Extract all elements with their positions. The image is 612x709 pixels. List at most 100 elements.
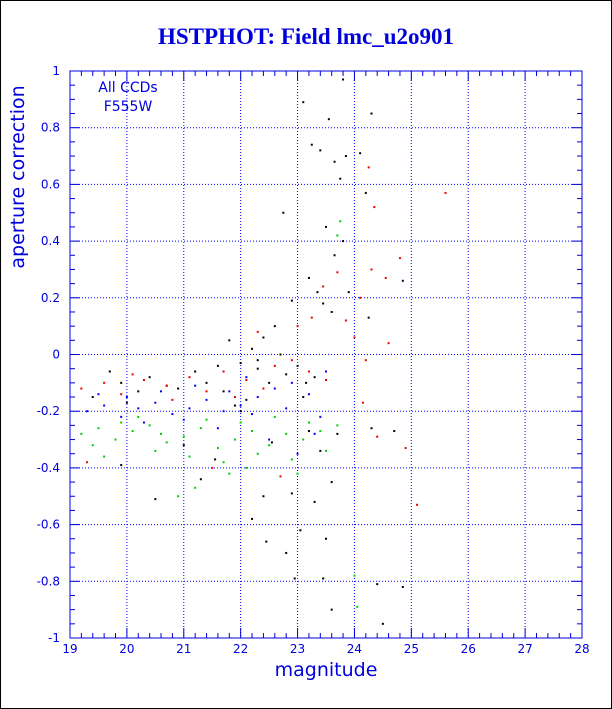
data-point [160,432,163,435]
data-point [228,339,231,342]
data-point [313,432,316,435]
data-point [120,421,123,424]
data-point [148,424,151,427]
x-tick-label: 23 [290,642,305,656]
data-point [387,342,390,345]
data-point [182,444,185,447]
annotation-filter: F555W [104,99,153,115]
data-point [268,444,271,447]
data-point [367,166,370,169]
data-point [367,316,370,319]
data-point [86,461,89,464]
chart-title: HSTPHOT: Field lmc_u2o901 [157,24,455,49]
data-point [265,540,268,543]
data-point [165,384,168,387]
data-point [137,390,140,393]
data-point [296,325,299,328]
data-point [171,413,174,416]
data-point [171,398,174,401]
data-point [327,118,330,121]
data-point [103,455,106,458]
y-tick-label: 0.4 [41,234,60,248]
data-point [245,466,248,469]
data-point [353,336,356,339]
data-point [120,381,123,384]
data-point [296,364,299,367]
data-point [233,438,236,441]
data-point [336,424,339,427]
data-point [319,449,322,452]
data-points [80,78,447,625]
data-point [404,447,407,450]
data-point [188,455,191,458]
data-point [245,376,248,379]
data-point [239,410,242,413]
y-axis-label: aperture correction [7,85,29,268]
data-point [290,492,293,495]
data-point [279,475,282,478]
data-point [359,152,362,155]
data-point [416,503,419,506]
data-point [333,254,336,257]
data-point [228,472,231,475]
data-point [370,112,373,115]
data-point [97,427,100,430]
data-point [188,407,191,410]
y-tick-label: 0 [52,348,60,362]
data-point [342,240,345,243]
x-tick-label: 19 [62,642,77,656]
data-point [290,381,293,384]
data-point [290,359,293,362]
data-point [322,577,325,580]
y-tick-label: 0.6 [41,177,60,191]
data-point [177,387,180,390]
x-tick-label: 22 [233,642,248,656]
data-point [262,495,265,498]
data-point [256,396,259,399]
data-point [233,404,236,407]
data-point [256,367,259,370]
data-point [91,396,94,399]
data-point [205,418,208,421]
data-point [364,191,367,194]
data-point [325,537,327,540]
data-point [120,464,123,467]
x-axis-label: magnitude [275,659,378,681]
data-point [344,319,347,322]
data-point [319,430,322,433]
data-point [148,376,151,379]
data-point [401,585,404,588]
data-point [177,495,180,498]
y-tick-label: -0.4 [37,461,60,475]
data-point [199,427,202,430]
data-point [307,393,310,396]
data-point [307,421,310,424]
axis-labels: 19 20 21 22 23 24 25 26 27 28 -1 -0.8 -0.6 -0.4 -0.2 0 0… [37,64,590,656]
data-point [296,452,299,455]
data-point [299,529,302,532]
data-point [268,438,271,441]
data-point [154,401,157,404]
data-point [282,211,285,214]
data-point [182,435,185,438]
data-point [251,413,254,416]
data-point [103,404,106,407]
data-point [137,407,140,410]
data-point [398,257,401,260]
data-point [270,441,273,444]
data-point [216,364,219,367]
data-point [142,421,145,424]
y-tick-label: -1 [48,631,60,645]
data-point [228,390,231,393]
data-point [444,191,447,194]
y-tick-label: 0.8 [41,121,60,135]
data-point [376,435,379,438]
data-point [216,447,219,450]
data-point [239,421,242,424]
data-point [296,472,299,475]
data-point [216,427,219,430]
data-point [310,143,313,146]
data-point [319,149,322,152]
data-point [222,390,225,393]
